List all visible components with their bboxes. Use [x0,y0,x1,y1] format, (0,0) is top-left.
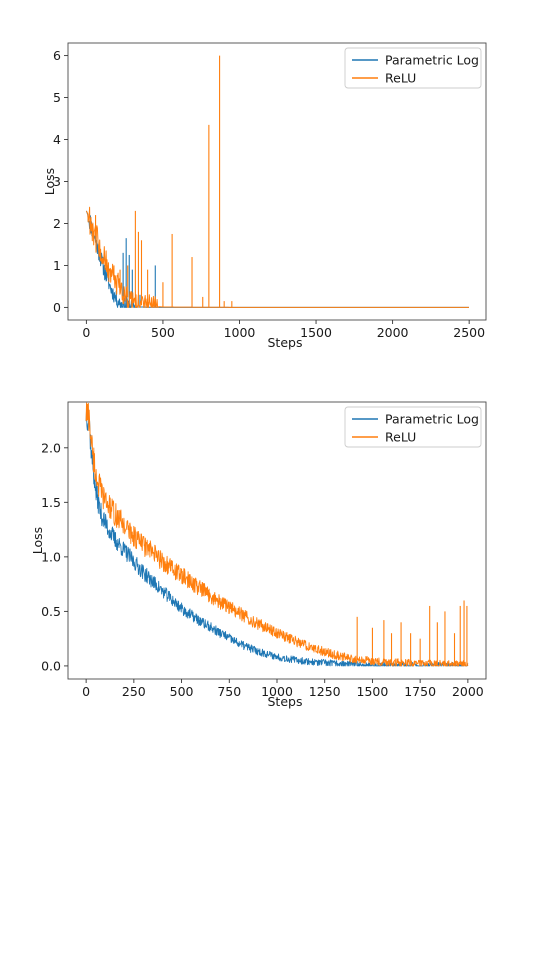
x-tick-label: 500 [151,325,175,340]
x-tick-label: 1000 [261,684,293,699]
legend-box [344,406,482,448]
y-tick-label: 5 [53,90,61,105]
legend-entry: ReLU [385,71,416,86]
x-axis-label: Steps [268,335,303,350]
y-tick-label: 1.0 [41,549,61,564]
y-tick-label: 0.0 [41,658,61,673]
y-tick-label: 1.5 [41,495,61,510]
legend: Parametric Log ReLU [344,47,482,89]
plot-area [85,402,469,667]
y-tick-label: 0.5 [41,604,61,619]
x-tick-label: 2000 [377,325,409,340]
chart-1: 0 500 1000 1500 2000 2500 0 1 2 3 4 5 6 Steps Loss Para… [42,42,487,350]
x-tick-label: 2500 [453,325,485,340]
y-tick-label: 2 [53,216,61,231]
x-tick-label: 2000 [452,684,484,699]
y-tick-label: 1 [53,258,61,273]
legend: Parametric Log ReLU [344,406,482,448]
y-tick-label: 4 [53,132,61,147]
legend-entry: ReLU [385,430,416,445]
y-tick-label: 6 [53,48,61,63]
legend-entry: Parametric Log [385,53,479,68]
x-tick-label: 1500 [300,325,332,340]
series-line-relu [85,206,469,308]
series-line-parametric-log [85,210,469,308]
x-tick-label: 1250 [309,684,341,699]
legend-entry: Parametric Log [385,412,479,427]
x-axis-label: Steps [268,694,303,709]
y-axis-label: Loss [30,527,45,554]
x-tick-label: 0 [82,325,90,340]
x-tick-label: 1000 [224,325,256,340]
x-tick-label: 1750 [404,684,436,699]
x-tick-label: 1500 [357,684,389,699]
legend-box [344,47,482,89]
plot-area [85,55,469,308]
y-tick-label: 2.0 [41,440,61,455]
series-line-relu [85,402,469,667]
y-tick-label: 0 [53,300,61,315]
x-tick-label: 250 [122,684,146,699]
x-tick-label: 0 [82,684,90,699]
x-tick-label: 500 [170,684,194,699]
series-line-parametric-log [85,409,469,667]
y-axis-label: Loss [42,168,57,195]
chart-2: 0 250 500 750 1000 1250 1500 1750 2000 0.0 0.5 1.0 1… [30,401,487,709]
y-tick-label: 3 [53,174,61,189]
x-tick-label: 750 [217,684,241,699]
